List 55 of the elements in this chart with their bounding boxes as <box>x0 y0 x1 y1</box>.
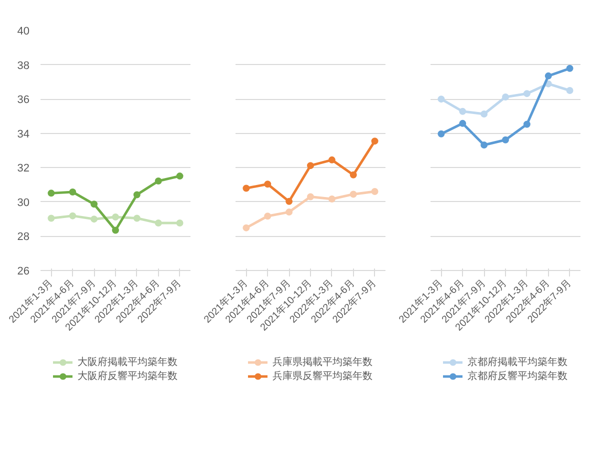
point <box>459 108 466 115</box>
point <box>133 214 140 222</box>
point <box>459 120 466 127</box>
point <box>69 188 76 196</box>
point <box>307 162 314 170</box>
legend-label: 京都府反響平均築年数 <box>468 370 568 383</box>
y-tick-label: 40 <box>17 26 30 38</box>
point <box>112 214 119 221</box>
point <box>544 72 552 80</box>
point <box>176 220 184 227</box>
point <box>264 180 272 188</box>
legend-label: 大阪府反響平均築年数 <box>78 370 178 383</box>
point <box>350 190 357 198</box>
point <box>286 208 293 216</box>
legend-label: 兵庫県掲載平均築年数 <box>272 356 372 369</box>
legend-label: 兵庫県反響平均築年数 <box>272 370 372 383</box>
point <box>48 214 55 222</box>
y-tick-label: 28 <box>17 231 30 244</box>
point <box>480 142 488 149</box>
point <box>242 184 250 192</box>
point <box>480 110 488 118</box>
point <box>133 191 140 198</box>
point <box>371 188 378 195</box>
point <box>328 156 336 164</box>
y-tick-label: 32 <box>17 162 30 175</box>
legend-label: 京都府掲載平均築年数 <box>468 356 568 369</box>
point <box>264 212 272 220</box>
point <box>566 64 574 72</box>
point <box>328 196 336 203</box>
point <box>48 190 55 197</box>
point <box>438 96 445 103</box>
point <box>371 138 378 145</box>
point <box>90 216 98 223</box>
point <box>242 224 250 232</box>
point <box>69 212 76 220</box>
point <box>350 171 357 178</box>
point <box>307 193 314 200</box>
y-tick-label: 38 <box>17 60 30 72</box>
point <box>176 172 184 180</box>
point <box>523 120 530 128</box>
y-tick-label: 34 <box>17 128 30 140</box>
point <box>154 220 162 227</box>
point <box>286 198 293 205</box>
point <box>154 178 162 185</box>
point <box>523 90 530 98</box>
legend-label: 大阪府掲載平均築年数 <box>78 356 178 369</box>
point <box>90 200 98 208</box>
y-tick-label: 30 <box>17 196 30 209</box>
point <box>438 130 445 138</box>
point <box>502 94 509 101</box>
point <box>502 136 509 144</box>
point <box>112 226 119 234</box>
y-tick-label: 36 <box>17 94 30 106</box>
y-tick-label: 26 <box>17 266 30 278</box>
point <box>566 87 574 94</box>
